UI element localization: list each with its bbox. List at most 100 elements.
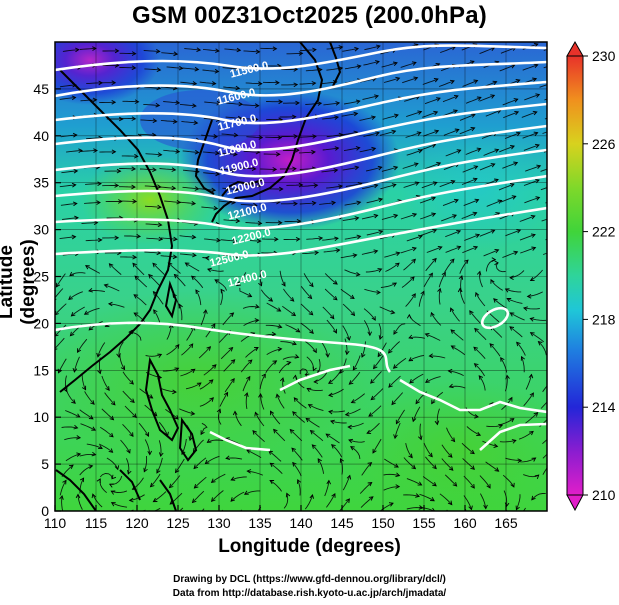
streamline-arrow [75,493,81,499]
streamline [362,95,379,100]
cool-region-east [400,130,547,250]
streamline-arrow [72,201,78,207]
streamline [62,217,79,220]
streamline [56,273,66,288]
streamline-arrow [533,412,539,417]
streamline [239,287,252,298]
streamline-arrow [393,330,398,335]
streamline [139,133,156,136]
streamline [342,325,350,341]
streamline-arrow [531,246,537,251]
streamline-arrow [500,357,505,362]
streamline [202,48,219,52]
height-contour [55,44,547,72]
streamline [182,150,199,153]
streamline [461,178,478,185]
streamline [221,133,238,136]
streamline [422,476,437,487]
streamline-arrow [350,311,356,317]
streamline [276,394,285,409]
streamline [266,348,282,355]
streamline-arrow [88,288,93,293]
streamline-arrow [415,493,421,498]
streamline [331,444,343,458]
streamline-arrow [76,435,82,440]
streamline-arrow [190,368,196,374]
streamline [240,509,242,511]
streamline [146,237,163,240]
streamline-arrow [391,183,397,188]
streamline [62,49,79,52]
streamline-arrow [417,110,423,115]
streamline-arrow [309,282,314,288]
streamline-arrow [132,262,137,268]
streamline [59,97,76,100]
streamline-arrow [153,309,158,314]
streamline-arrow [114,183,120,188]
streamline [252,430,265,443]
streamline [68,291,83,300]
streamline-arrow [313,379,319,384]
streamline [124,405,137,418]
streamline [300,135,317,138]
streamline [463,495,472,510]
streamline [406,478,422,486]
streamline-arrow [377,352,383,358]
streamline [245,82,262,85]
streamline-arrow [537,340,543,346]
streamline [192,490,205,503]
streamline-arrow [71,182,77,188]
streamline [342,217,359,222]
streamline [479,271,483,288]
streamline [77,494,83,510]
streamline-arrow [447,368,453,374]
streamline-arrow [408,453,413,459]
streamline [81,374,87,390]
streamline-arrow [131,51,137,56]
streamline [225,116,242,119]
streamline [122,100,139,103]
streamline [219,200,236,203]
streamline [364,288,381,293]
streamline [152,262,165,275]
streamline-arrow [534,474,540,480]
streamline-arrow [228,346,234,352]
streamline [478,375,486,391]
streamline-arrow [207,267,212,273]
streamline-arrow [71,234,77,240]
streamline [344,100,360,105]
streamline [525,412,538,424]
streamline [79,465,93,476]
streamline [211,490,224,502]
streamline [84,391,95,405]
streamline [530,269,543,281]
streamline [286,52,303,55]
streamline [509,326,523,338]
streamline [64,375,68,392]
streamline [129,494,145,501]
streamline-arrow [298,51,304,56]
streamline-arrow [114,235,120,241]
streamline [510,270,525,279]
streamline-arrow [191,201,197,206]
streamline [156,457,163,474]
streamline-arrow [148,273,153,279]
streamline-arrow [373,213,379,219]
streamline [164,200,181,203]
streamline-arrow [494,260,499,266]
streamline-arrow [152,497,158,503]
streamline-arrow [530,214,536,220]
streamline [159,168,176,171]
streamline [425,162,441,169]
streamline-arrow [254,411,259,417]
streamline [304,340,317,353]
streamline-arrow [155,49,161,54]
streamline-arrow [348,380,354,385]
streamline [184,48,201,51]
streamline-arrow [91,493,97,499]
streamline [361,341,366,358]
credit-drawing: Drawing by DCL (https://www.gfd-dennou.o… [173,574,446,585]
streamline-arrow [108,263,114,268]
streamline [300,303,313,316]
streamline-arrow [269,462,275,468]
